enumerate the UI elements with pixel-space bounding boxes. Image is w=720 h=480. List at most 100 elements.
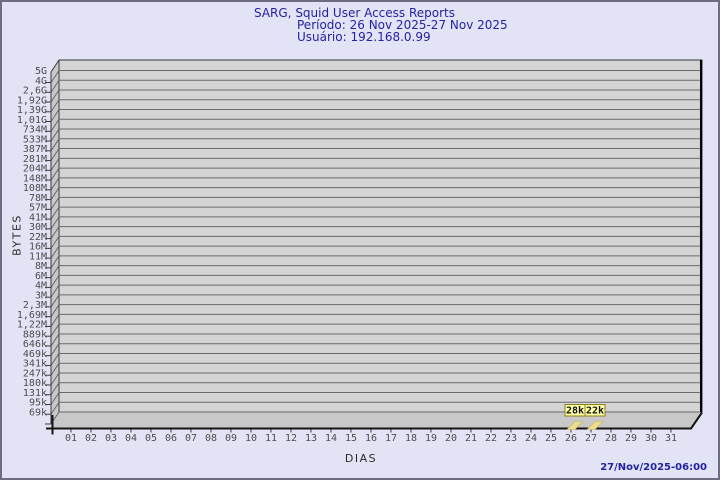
x-tick-label: 27 (585, 433, 597, 444)
y-tick-label: 4M (35, 281, 47, 292)
grid-depth-connector (50, 70, 60, 83)
x-tick-label: 04 (125, 433, 137, 444)
y-tick-label: 1,39G (17, 105, 47, 116)
x-tick-label: 14 (325, 433, 337, 444)
grid-depth-connector (50, 109, 60, 122)
chart-title: SARG, Squid User Access Reports (254, 6, 456, 20)
grid-depth-connector (50, 236, 60, 249)
y-tick-label: 69k (29, 408, 47, 419)
x-tick-label: 25 (545, 433, 557, 444)
grid-depth-connector (50, 206, 60, 220)
y-tick-label: 646k (23, 339, 47, 350)
y-tick-label: 148M (23, 173, 47, 184)
y-tick-label: 1,22M (17, 320, 47, 331)
y-tick-label: 281M (23, 154, 47, 165)
y-tick-label: 1,01G (17, 115, 47, 126)
x-tick-label: 12 (285, 433, 297, 444)
grid-depth-connector (50, 343, 60, 356)
x-tick-label: 29 (625, 433, 637, 444)
x-tick-label: 20 (445, 433, 457, 444)
grid-depth-connector (50, 392, 60, 405)
grid-depth-connector (50, 362, 60, 376)
grid-depth-connector (50, 353, 60, 366)
grid-depth-connector (50, 314, 60, 327)
grid-depth-connector (50, 79, 60, 93)
grid-depth-connector (50, 294, 60, 308)
y-tick-label: 2,6G (23, 86, 47, 97)
bar (586, 421, 604, 430)
chart-period: Período: 26 Nov 2025-27 Nov 2025 (297, 18, 508, 32)
x-tick-label: 11 (265, 433, 277, 444)
x-tick-label: 01 (65, 433, 77, 444)
x-tick-label: 23 (505, 433, 517, 444)
floor (51, 412, 702, 429)
y-tick-label: 22M (29, 232, 47, 243)
bar (566, 421, 584, 430)
x-axis-line (46, 411, 703, 430)
y-tick-label: 1,69M (17, 310, 47, 321)
y-tick-label: 889k (23, 329, 47, 340)
grid-depth-connector (50, 89, 60, 103)
x-tick-label: 02 (85, 433, 97, 444)
grid-depth-connector (50, 372, 60, 386)
y-tick-label: 11M (29, 251, 47, 262)
y-tick-label: 57M (29, 203, 47, 214)
grid-depth-connector (50, 138, 60, 152)
x-tick-label: 08 (205, 433, 217, 444)
grid-depth-connector (50, 284, 60, 298)
grid-depth-connector (50, 382, 60, 396)
y-tick-label: 204M (23, 164, 47, 175)
y-tick-label: 4G (35, 76, 47, 87)
x-tick-label: 21 (465, 433, 477, 444)
x-tick-label: 18 (405, 433, 417, 444)
x-tick-label: 15 (345, 433, 357, 444)
y-tick-label: 1,92G (17, 95, 47, 106)
y-tick-label: 95k (29, 398, 47, 409)
y-tick-label: 3M (35, 290, 47, 301)
x-axis-title: DIAS (344, 452, 378, 465)
grid-depth-connector (50, 148, 60, 161)
y-tick-label: 108M (23, 183, 47, 194)
top-depth-edge (50, 59, 60, 73)
grid-depth-connector (50, 99, 60, 113)
y-axis-title: BYTES (10, 214, 24, 256)
grid-depth-connector (50, 323, 60, 337)
grid-depth-connector (50, 333, 60, 347)
y-tick-label: 2,3M (23, 300, 47, 311)
x-tick-label: 05 (145, 433, 157, 444)
grid-depth-connector (50, 265, 60, 278)
y-tick-label: 734M (23, 125, 47, 136)
grid-depth-connector (50, 167, 60, 181)
bar-value-label: 28k (566, 406, 584, 417)
x-tick-label: 17 (385, 433, 397, 444)
y-tick-label: 5G (35, 66, 47, 77)
grid-depth-connector (50, 401, 60, 415)
grid-depth-connector (50, 226, 60, 239)
grid-depth-connector (50, 187, 60, 200)
x-tick-label: 07 (185, 433, 197, 444)
y-tick-label: 247k (23, 368, 47, 379)
x-tick-label: 09 (225, 433, 237, 444)
grid-depth-connector (50, 158, 60, 171)
x-tick-label: 10 (245, 433, 257, 444)
y-tick-label: 469k (23, 349, 47, 360)
generated-timestamp: 27/Nov/2025-06:00 (600, 462, 707, 473)
x-tick-label: 26 (565, 433, 577, 444)
grid-depth-connector (50, 177, 60, 191)
x-tick-label: 19 (425, 433, 437, 444)
y-tick-label: 341k (23, 359, 47, 370)
y-tick-label: 16M (29, 242, 47, 253)
x-tick-label: 28 (605, 433, 617, 444)
grid-depth-connector (50, 197, 60, 210)
y-tick-label: 387M (23, 144, 47, 155)
x-tick-label: 03 (105, 433, 117, 444)
grid-depth-connector (50, 304, 60, 317)
x-tick-label: 24 (525, 433, 537, 444)
bar-value-label: 22k (586, 406, 604, 417)
x-tick-label: 31 (665, 433, 677, 444)
y-tick-label: 6M (35, 271, 47, 282)
chart-user: Usuário: 192.168.0.99 (297, 30, 431, 44)
x-tick-label: 30 (645, 433, 657, 444)
